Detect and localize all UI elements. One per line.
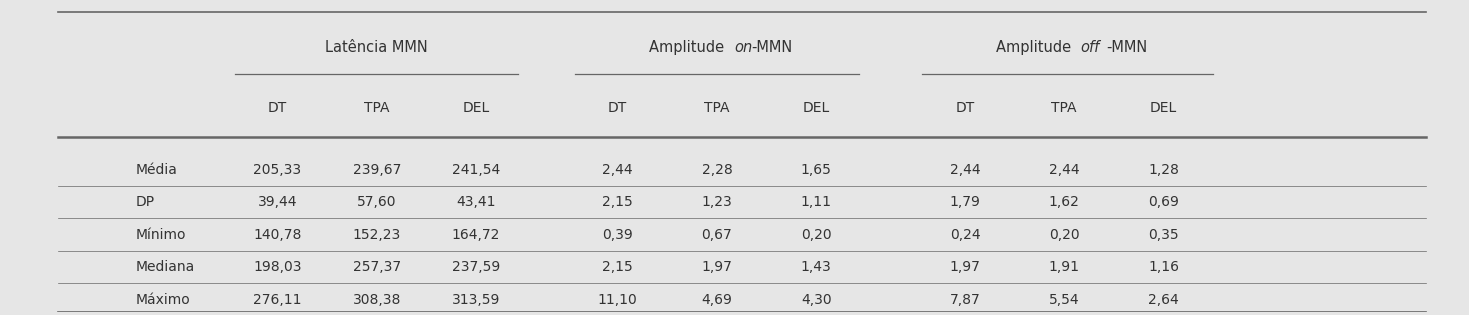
- Text: 1,23: 1,23: [702, 195, 732, 209]
- Text: Amplitude: Amplitude: [996, 40, 1075, 55]
- Text: Média: Média: [135, 163, 178, 177]
- Text: DEL: DEL: [463, 101, 489, 115]
- Text: Mínimo: Mínimo: [135, 228, 187, 242]
- Text: 1,97: 1,97: [949, 260, 980, 274]
- Text: DT: DT: [267, 101, 286, 115]
- Text: 0,24: 0,24: [949, 228, 980, 242]
- Text: 0,20: 0,20: [801, 228, 831, 242]
- Text: 2,15: 2,15: [602, 195, 633, 209]
- Text: 1,28: 1,28: [1147, 163, 1180, 177]
- Text: 1,43: 1,43: [801, 260, 831, 274]
- Text: 1,79: 1,79: [949, 195, 980, 209]
- Text: 43,41: 43,41: [457, 195, 495, 209]
- Text: 0,69: 0,69: [1147, 195, 1180, 209]
- Text: 1,65: 1,65: [801, 163, 831, 177]
- Text: TPA: TPA: [364, 101, 389, 115]
- Text: 1,16: 1,16: [1147, 260, 1180, 274]
- Text: TPA: TPA: [704, 101, 730, 115]
- Text: 2,44: 2,44: [1049, 163, 1080, 177]
- Text: 11,10: 11,10: [598, 293, 638, 306]
- Text: Amplitude: Amplitude: [649, 40, 729, 55]
- Text: 4,30: 4,30: [801, 293, 831, 306]
- Text: DEL: DEL: [1150, 101, 1177, 115]
- Text: 239,67: 239,67: [353, 163, 401, 177]
- Text: DEL: DEL: [802, 101, 830, 115]
- Text: 152,23: 152,23: [353, 228, 401, 242]
- Text: 2,28: 2,28: [702, 163, 732, 177]
- Text: 198,03: 198,03: [253, 260, 301, 274]
- Text: 308,38: 308,38: [353, 293, 401, 306]
- Text: 313,59: 313,59: [452, 293, 499, 306]
- Text: -MMN: -MMN: [751, 40, 792, 55]
- Text: Mediana: Mediana: [135, 260, 195, 274]
- Text: 2,64: 2,64: [1149, 293, 1178, 306]
- Text: DP: DP: [135, 195, 154, 209]
- Text: TPA: TPA: [1052, 101, 1077, 115]
- Text: 57,60: 57,60: [357, 195, 397, 209]
- Text: on: on: [734, 40, 752, 55]
- Text: Latência MMN: Latência MMN: [325, 40, 427, 55]
- Text: 1,97: 1,97: [702, 260, 733, 274]
- Text: 5,54: 5,54: [1049, 293, 1080, 306]
- Text: 276,11: 276,11: [253, 293, 301, 306]
- Text: 0,35: 0,35: [1149, 228, 1178, 242]
- Text: 164,72: 164,72: [452, 228, 499, 242]
- Text: DT: DT: [955, 101, 974, 115]
- Text: 2,44: 2,44: [602, 163, 633, 177]
- Text: 2,44: 2,44: [949, 163, 980, 177]
- Text: 4,69: 4,69: [702, 293, 733, 306]
- Text: 1,11: 1,11: [801, 195, 831, 209]
- Text: 205,33: 205,33: [253, 163, 301, 177]
- Text: 2,15: 2,15: [602, 260, 633, 274]
- Text: 0,39: 0,39: [602, 228, 633, 242]
- Text: DT: DT: [608, 101, 627, 115]
- Text: 0,67: 0,67: [702, 228, 732, 242]
- Text: 1,91: 1,91: [1049, 260, 1080, 274]
- Text: Máximo: Máximo: [135, 293, 191, 306]
- Text: 257,37: 257,37: [353, 260, 401, 274]
- Text: 7,87: 7,87: [949, 293, 980, 306]
- Text: 241,54: 241,54: [452, 163, 499, 177]
- Text: 140,78: 140,78: [253, 228, 301, 242]
- Text: -MMN: -MMN: [1106, 40, 1147, 55]
- Text: off: off: [1081, 40, 1100, 55]
- Text: 0,20: 0,20: [1049, 228, 1080, 242]
- Text: 1,62: 1,62: [1049, 195, 1080, 209]
- Text: 39,44: 39,44: [257, 195, 297, 209]
- Text: 237,59: 237,59: [452, 260, 499, 274]
